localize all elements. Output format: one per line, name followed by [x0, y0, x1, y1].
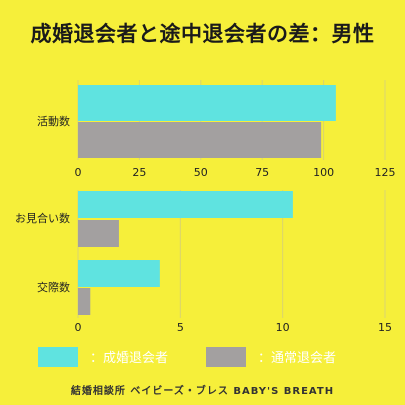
- x-tick-label: 50: [194, 166, 208, 179]
- legend-swatch: [38, 347, 78, 367]
- category-label: 交際数: [37, 280, 70, 294]
- footer-brand: 結婚相談所 ベイビーズ・ブレス BABY'S BREATH: [70, 386, 335, 397]
- x-tick-label: 0: [75, 166, 82, 179]
- x-tick-label: 15: [378, 321, 392, 334]
- bar: [78, 191, 293, 218]
- bar: [78, 122, 322, 158]
- x-tick-label: 0: [75, 321, 82, 334]
- x-tick-label: 5: [177, 321, 184, 334]
- legend-label: ：成婚退会者: [90, 351, 168, 366]
- bar: [78, 288, 91, 315]
- bar: [78, 220, 119, 247]
- x-tick-label: 125: [375, 166, 396, 179]
- x-tick-label: 75: [255, 166, 269, 179]
- legend-swatch: [206, 347, 246, 367]
- category-label: 活動数: [37, 114, 70, 128]
- bar: [78, 260, 160, 287]
- x-tick-label: 25: [132, 166, 146, 179]
- legend-label: ：通常退会者: [258, 351, 336, 366]
- category-label: お見合い数: [15, 211, 70, 225]
- chart-title: 成婚退会者と途中退会者の差：男性: [30, 22, 375, 46]
- bar: [78, 85, 336, 121]
- x-tick-label: 10: [276, 321, 290, 334]
- x-tick-label: 100: [313, 166, 334, 179]
